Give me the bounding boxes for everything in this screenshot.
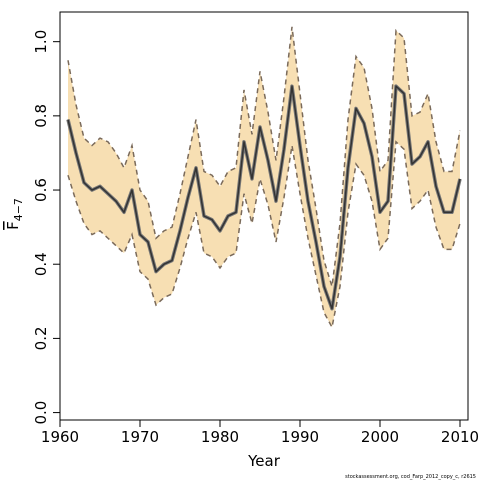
plot-area	[66, 26, 462, 330]
x-tick-label: 2000	[361, 428, 399, 446]
x-tick-label: 1990	[281, 428, 319, 446]
y-axis-title-main: F	[4, 221, 22, 230]
upper-bound-line	[67, 26, 461, 287]
x-axis: 1960 1970 1980 1990 2000 2010	[41, 419, 479, 446]
x-tick-label: 1970	[121, 428, 159, 446]
svg-text:F4−7: F4−7	[4, 198, 25, 230]
lower-bound-line	[67, 140, 461, 330]
estimate-line	[67, 85, 461, 310]
y-tick-label: 0.0	[32, 401, 50, 425]
footnote: stockassessment.org, cod_Farp_2012_copy_…	[345, 474, 476, 480]
x-tick-label: 1980	[201, 428, 239, 446]
x-tick-label: 1960	[41, 428, 79, 446]
x-axis-title: Year	[247, 452, 281, 470]
y-tick-label: 1.0	[32, 30, 50, 54]
y-axis-title: F4−7	[4, 198, 25, 230]
x-tick-label: 2010	[441, 428, 479, 446]
y-tick-label: 0.4	[32, 252, 50, 276]
y-tick-label: 0.8	[32, 104, 50, 128]
y-tick-label: 0.6	[32, 178, 50, 202]
confidence-band	[68, 26, 460, 328]
y-axis-title-subscript: 4−7	[12, 198, 25, 221]
y-axis: 0.0 0.2 0.4 0.6 0.8 1.0	[32, 30, 61, 425]
y-tick-label: 0.2	[32, 326, 50, 350]
